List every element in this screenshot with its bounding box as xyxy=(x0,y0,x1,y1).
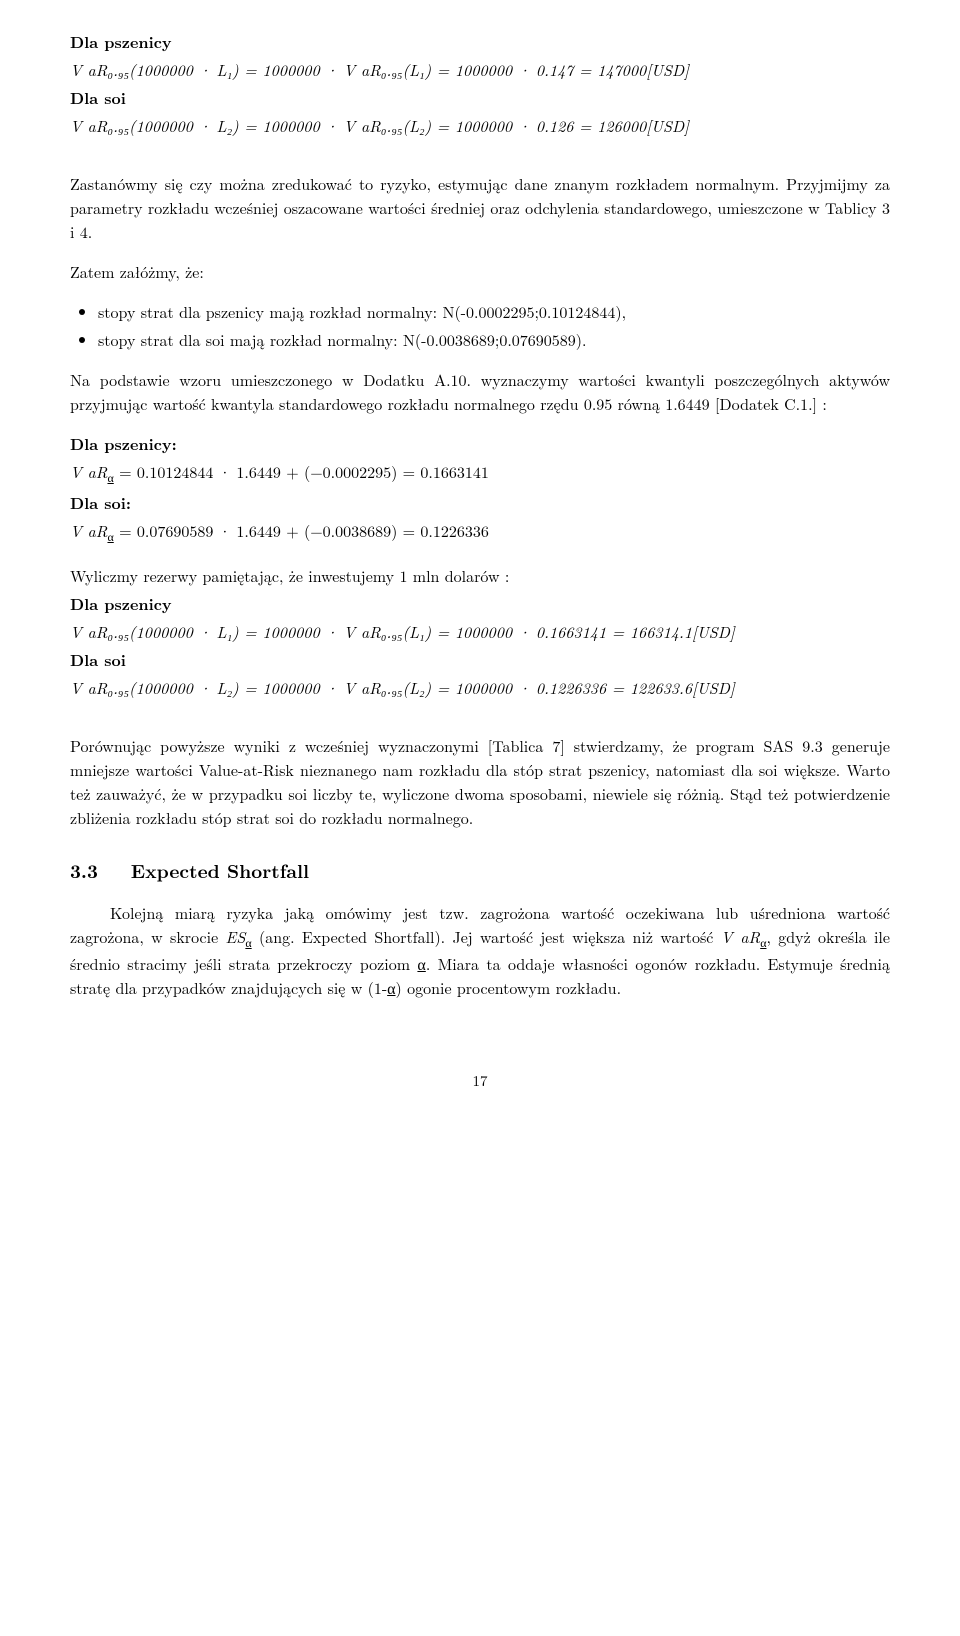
page-number: 17 xyxy=(70,1070,890,1093)
eq-wheat-2: V aRα = 0.10124844 · 1.6449 + (−0.000229… xyxy=(70,460,890,487)
list-item: stopy strat dla pszenicy mają rozkład no… xyxy=(98,300,890,324)
heading-wheat-1: Dla pszenicy xyxy=(70,30,890,54)
heading-soy-1: Dla soi xyxy=(70,86,890,110)
bullet-text-1: stopy strat dla pszenicy mają rozkład no… xyxy=(98,300,626,323)
eq-soy-2: V aRα = 0.07690589 · 1.6449 + (−0.003868… xyxy=(70,519,890,546)
section-number: 3.3 xyxy=(70,856,98,884)
heading-soy-3: Dla soi xyxy=(70,648,890,672)
paragraph-2: Na podstawie wzoru umieszczonego w Dodat… xyxy=(70,368,890,416)
list-item: stopy strat dla soi mają rozkład normaln… xyxy=(98,328,890,352)
var-symbol: V aR xyxy=(70,460,107,483)
eq-soy-1: V aR₀.₉₅(1000000 · L₂) = 1000000 · V aR₀… xyxy=(70,114,890,138)
p5-part-b: (ang. Expected Shortfall). Jej wartość j… xyxy=(252,925,721,948)
assumption-list: stopy strat dla pszenicy mają rozkład no… xyxy=(70,300,890,352)
eq-soy-3: V aR₀.₉₅(1000000 · L₂) = 1000000 · V aR₀… xyxy=(70,676,890,700)
paragraph-1: Zastanówmy się czy można zredukować to r… xyxy=(70,172,890,244)
eq-wheat-3: V aR₀.₉₅(1000000 · L₁) = 1000000 · V aR₀… xyxy=(70,620,890,644)
eq-wheat-1: V aR₀.₉₅(1000000 · L₁) = 1000000 · V aR₀… xyxy=(70,58,890,82)
es-symbol: ES xyxy=(226,925,246,948)
paragraph-3: Wyliczmy rezerwy pamiętając, że inwestuj… xyxy=(70,564,890,588)
paragraph-4: Porównując powyższe wyniki z wcześniej w… xyxy=(70,734,890,830)
p5-part-e: ) ogonie procentowym rozkładu. xyxy=(396,976,621,999)
heading-wheat-2: Dla pszenicy: xyxy=(70,432,890,456)
alpha-inline: α xyxy=(387,976,395,999)
eq-body: = 0.10124844 · 1.6449 + (−0.0002295) = 0… xyxy=(114,460,489,483)
section-title: Expected Shortfall xyxy=(131,856,309,884)
eq-body: = 0.07690589 · 1.6449 + (−0.0038689) = 0… xyxy=(114,519,489,542)
assume-line: Zatem załóżmy, że: xyxy=(70,260,890,284)
heading-soy-2: Dla soi: xyxy=(70,491,890,515)
paragraph-5: Kolejną miarą ryzyka jaką omówimy jest t… xyxy=(70,901,890,1000)
bullet-text-2: stopy strat dla soi mają rozkład normaln… xyxy=(98,328,586,351)
section-heading: 3.3 Expected Shortfall xyxy=(70,856,890,885)
heading-wheat-3: Dla pszenicy xyxy=(70,592,890,616)
var-symbol: V aR xyxy=(721,925,760,948)
var-symbol: V aR xyxy=(70,519,107,542)
alpha-inline: α xyxy=(417,952,425,975)
